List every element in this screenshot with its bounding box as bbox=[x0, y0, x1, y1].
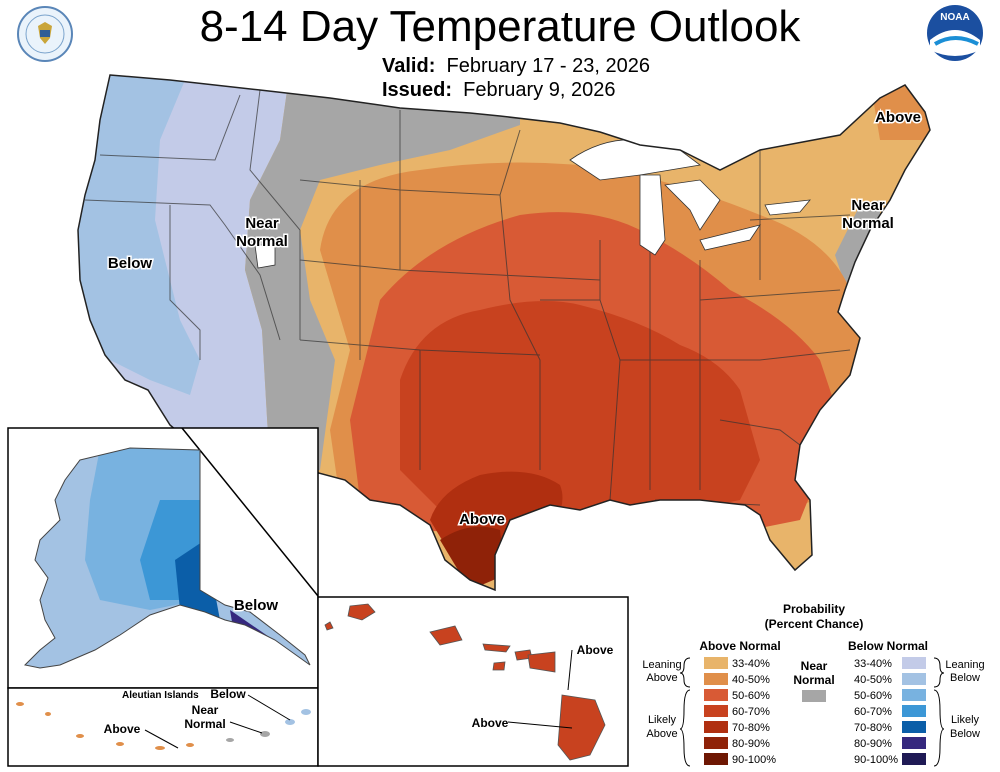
legend-above-swatch-4 bbox=[704, 721, 728, 733]
lake-huron bbox=[664, 179, 721, 231]
legend-below-swatch-1 bbox=[902, 673, 926, 685]
hawaii-islands bbox=[324, 603, 606, 761]
noaa-logo-text: NOAA bbox=[940, 12, 969, 23]
legend-below-range-6: 90-100% bbox=[854, 754, 898, 766]
legend-above-swatch-3 bbox=[704, 705, 728, 717]
label-aleutian-near-2: Normal bbox=[184, 717, 225, 731]
great-salt-lake bbox=[254, 244, 276, 269]
region-near-normal-west bbox=[245, 75, 520, 470]
legend-above-range-2: 50-60% bbox=[732, 690, 770, 702]
legend-brace-likely-below bbox=[933, 689, 945, 767]
issued-line: Issued: February 9, 2026 bbox=[382, 78, 615, 102]
legend-below-range-0: 33-40% bbox=[854, 658, 892, 670]
legend-below-swatches: 33-40% 40-50% 50-60% 60-70% 70-80% 80-90% 90-1… bbox=[854, 657, 926, 766]
legend-below-range-5: 80-90% bbox=[854, 738, 892, 750]
label-aleutian-near-1: Near bbox=[192, 703, 219, 717]
legend-below-swatch-2 bbox=[902, 689, 926, 701]
valid-line: Valid: February 17 - 23, 2026 bbox=[382, 54, 650, 78]
label-below-west: Below bbox=[108, 255, 153, 272]
legend-above-swatch-2 bbox=[704, 689, 728, 701]
legend-above-header: Above Normal bbox=[699, 639, 780, 653]
label-above-texas: Above bbox=[459, 511, 505, 528]
label-hawaii-above-1: Above bbox=[577, 643, 614, 657]
legend-likely-above-1: Likely bbox=[648, 714, 677, 726]
aleutian-title: Aleutian Islands bbox=[122, 690, 199, 701]
issued-dates: February 9, 2026 bbox=[463, 79, 616, 101]
legend-above-swatches: 33-40% 40-50% 50-60% 60-70% 70-80% 80-90% 90-1… bbox=[704, 657, 776, 766]
label-near-east-2: Normal bbox=[842, 215, 894, 232]
legend-near-2: Normal bbox=[793, 673, 834, 687]
label-near-west-1: Near bbox=[245, 215, 279, 232]
legend-above-range-6: 90-100% bbox=[732, 754, 776, 766]
label-above-maine: Above bbox=[875, 109, 921, 126]
lake-ontario bbox=[764, 199, 811, 216]
legend-above-range-0: 33-40% bbox=[732, 658, 770, 670]
lake-erie bbox=[699, 224, 761, 251]
legend-below-range-3: 60-70% bbox=[854, 706, 892, 718]
legend-likely-below-2: Below bbox=[950, 728, 980, 740]
legend-above-swatch-5 bbox=[704, 737, 728, 749]
legend-leaning-above-2: Above bbox=[646, 672, 677, 684]
legend-below-swatch-3 bbox=[902, 705, 926, 717]
legend-below-range-2: 50-60% bbox=[854, 690, 892, 702]
legend-below-range-4: 70-80% bbox=[854, 722, 892, 734]
legend-leaning-below-2: Below bbox=[950, 672, 980, 684]
noaa-logo-icon: NOAA bbox=[927, 5, 983, 61]
issued-label: Issued: bbox=[382, 79, 453, 101]
aleutian-inset bbox=[7, 687, 319, 767]
legend-likely-above-2: Above bbox=[646, 728, 677, 740]
valid-dates: February 17 - 23, 2026 bbox=[446, 55, 650, 77]
legend-leaning-below-1: Leaning bbox=[945, 659, 984, 671]
legend-below-header: Below Normal bbox=[848, 639, 928, 653]
valid-label: Valid: bbox=[382, 55, 436, 77]
lake-michigan bbox=[639, 174, 666, 256]
region-below-40-50 bbox=[78, 75, 200, 395]
aleutian-islands bbox=[16, 702, 311, 750]
legend-leaning-above-1: Leaning bbox=[642, 659, 681, 671]
page-title: 8-14 Day Temperature Outlook bbox=[199, 2, 801, 51]
legend-brace-likely-above bbox=[679, 689, 691, 767]
legend-below-swatch-5 bbox=[902, 737, 926, 749]
alaska-outline bbox=[23, 447, 311, 669]
legend-near-swatch bbox=[802, 690, 826, 702]
legend-near-1: Near bbox=[801, 659, 828, 673]
state-borders bbox=[84, 89, 851, 506]
legend-above-range-3: 60-70% bbox=[732, 706, 770, 718]
label-aleutian-below: Below bbox=[210, 687, 246, 701]
region-above-60-70 bbox=[400, 301, 760, 520]
legend-below-range-1: 40-50% bbox=[854, 674, 892, 686]
legend-above-range-4: 70-80% bbox=[732, 722, 770, 734]
legend-below-swatch-6 bbox=[902, 753, 926, 765]
alaska-connector bbox=[181, 427, 319, 597]
legend-above-range-5: 80-90% bbox=[732, 738, 770, 750]
region-above-80-90 bbox=[440, 526, 505, 590]
label-aleutian-above: Above bbox=[104, 722, 141, 736]
commerce-seal-icon bbox=[17, 6, 73, 62]
legend: Probability (Percent Chance) Above Norma… bbox=[642, 602, 985, 767]
legend-above-swatch-0 bbox=[704, 657, 728, 669]
label-hawaii-above-2: Above bbox=[472, 716, 509, 730]
legend-above-swatch-1 bbox=[704, 673, 728, 685]
label-near-east-1: Near bbox=[851, 197, 885, 214]
legend-title-1: Probability bbox=[783, 602, 845, 616]
label-near-west-2: Normal bbox=[236, 233, 288, 250]
legend-title-2: (Percent Chance) bbox=[765, 617, 864, 631]
legend-brace-leaning-above bbox=[679, 657, 691, 688]
legend-brace-leaning-below bbox=[933, 657, 945, 688]
legend-below-swatch-0 bbox=[902, 657, 926, 669]
legend-above-range-1: 40-50% bbox=[732, 674, 770, 686]
legend-below-swatch-4 bbox=[902, 721, 926, 733]
label-alaska-below: Below bbox=[234, 597, 279, 614]
legend-above-swatch-6 bbox=[704, 753, 728, 765]
legend-likely-below-1: Likely bbox=[951, 714, 980, 726]
